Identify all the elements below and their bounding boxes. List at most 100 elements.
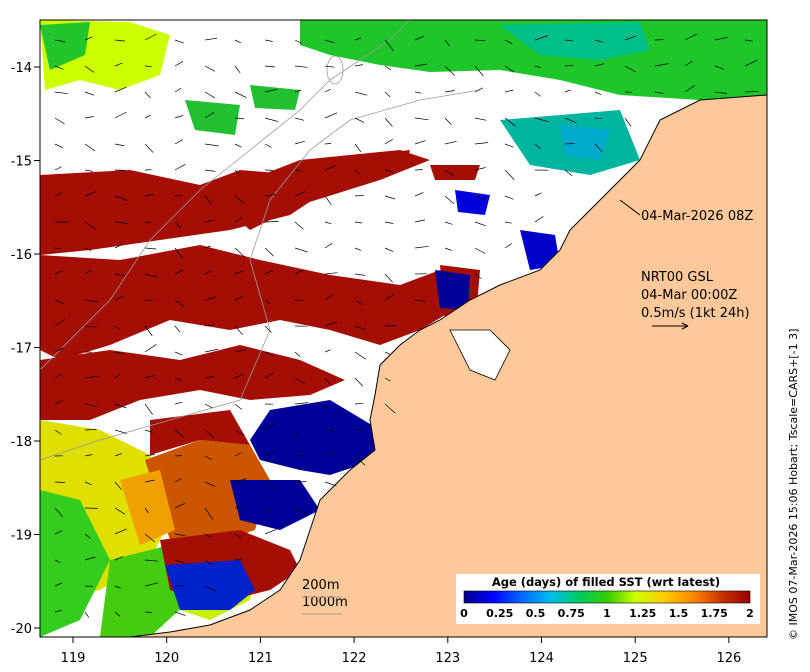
sst-patch-red-east-small xyxy=(430,165,480,180)
land-inlet xyxy=(449,329,511,381)
current-vector xyxy=(174,60,184,67)
current-vector xyxy=(84,269,93,275)
current-vector xyxy=(294,351,301,357)
current-vector xyxy=(174,87,182,93)
current-vector xyxy=(264,143,272,148)
sst-patch-navy-east xyxy=(435,270,470,310)
current-vector xyxy=(204,507,214,520)
current-vector xyxy=(384,273,393,283)
y-tick-label: -20 xyxy=(11,622,32,637)
current-vector xyxy=(114,221,128,224)
current-vector xyxy=(444,221,453,225)
current-vector xyxy=(684,60,693,67)
current-vector xyxy=(234,325,243,335)
current-scale-label: 0.5m/s (1kt 24h) xyxy=(641,306,750,321)
colorbar-tick-label: 1.75 xyxy=(701,607,728,620)
current-vector xyxy=(294,140,305,145)
current-vector xyxy=(174,429,185,438)
current-vector xyxy=(54,609,62,613)
current-vector xyxy=(234,452,242,457)
current-vector xyxy=(144,65,152,68)
x-tick-label: 124 xyxy=(529,651,554,666)
current-vector xyxy=(564,39,573,42)
current-vector xyxy=(294,191,306,197)
current-vector xyxy=(174,533,186,536)
timestamp-label: 04-Mar-2026 08Z xyxy=(641,209,753,224)
x-tick-label: 120 xyxy=(154,651,179,666)
current-vector xyxy=(84,611,90,618)
current-vector xyxy=(354,64,363,67)
current-vector xyxy=(84,191,97,197)
current-vector xyxy=(264,88,278,93)
current-vector xyxy=(84,36,93,41)
current-vector xyxy=(144,299,153,301)
current-vector xyxy=(384,195,396,200)
current-vector xyxy=(564,169,573,177)
current-vector xyxy=(54,400,64,405)
current-vector xyxy=(174,163,186,171)
current-vector xyxy=(234,65,241,74)
current-vector xyxy=(114,481,122,490)
current-vector xyxy=(114,39,126,42)
y-tick-label: -14 xyxy=(11,61,32,76)
current-vector xyxy=(444,90,455,93)
current-vector xyxy=(474,273,482,280)
current-vector xyxy=(84,299,98,303)
current-vector xyxy=(114,507,126,515)
current-vector xyxy=(114,295,125,301)
current-vector xyxy=(414,63,428,67)
current-vector xyxy=(744,90,759,93)
current-vector xyxy=(354,455,366,466)
current-vector xyxy=(354,325,366,330)
current-vector xyxy=(384,39,394,52)
current-vector xyxy=(114,611,121,617)
current-vector xyxy=(534,192,542,197)
current-vector xyxy=(204,143,219,147)
current-vector xyxy=(234,39,242,44)
current-vector xyxy=(504,243,512,249)
current-vector xyxy=(564,89,571,93)
current-vector xyxy=(114,429,128,434)
current-vector xyxy=(144,611,152,613)
sst-patch-red-south xyxy=(40,345,345,420)
current-vector xyxy=(444,39,450,47)
current-vector xyxy=(324,450,335,457)
current-vector xyxy=(504,143,514,148)
current-vector xyxy=(234,478,247,483)
land-mass xyxy=(129,94,767,637)
current-vector xyxy=(54,247,62,250)
current-vector xyxy=(204,533,212,538)
current-vector xyxy=(54,65,64,70)
current-vector xyxy=(384,294,394,301)
current-vector xyxy=(84,169,93,172)
colorbar-tick-label: 0 xyxy=(460,607,468,620)
sst-patch-red-north-small xyxy=(330,150,410,175)
current-vector xyxy=(54,192,63,197)
current-vector xyxy=(354,377,364,387)
current-vector xyxy=(354,117,365,123)
current-vector xyxy=(234,91,247,99)
current-vector xyxy=(414,140,426,145)
current-vector xyxy=(294,39,302,44)
current-vector xyxy=(54,270,64,275)
current-vector xyxy=(474,195,485,199)
current-vector xyxy=(144,91,151,99)
current-vector xyxy=(384,117,393,127)
current-vector xyxy=(294,269,304,275)
current-vector xyxy=(384,65,392,71)
credit-text: © IMOS 07-Mar-2026 15:06 Hobart; Tscale=… xyxy=(787,329,800,640)
colorbar-tick-label: 1 xyxy=(603,607,611,620)
current-vector xyxy=(444,247,452,251)
colorbar-tick-label: 0.5 xyxy=(526,607,546,620)
current-vector xyxy=(204,220,213,223)
sst-age-field xyxy=(40,20,767,637)
current-vector xyxy=(684,85,696,93)
current-vector xyxy=(234,117,245,120)
current-vector xyxy=(384,247,394,252)
current-vector xyxy=(504,221,512,224)
contour-200-label: 200m xyxy=(302,578,339,593)
sst-patch-southwest-green xyxy=(40,490,110,637)
current-vector xyxy=(174,351,183,356)
current-vector xyxy=(204,91,216,99)
current-vector xyxy=(264,299,271,305)
